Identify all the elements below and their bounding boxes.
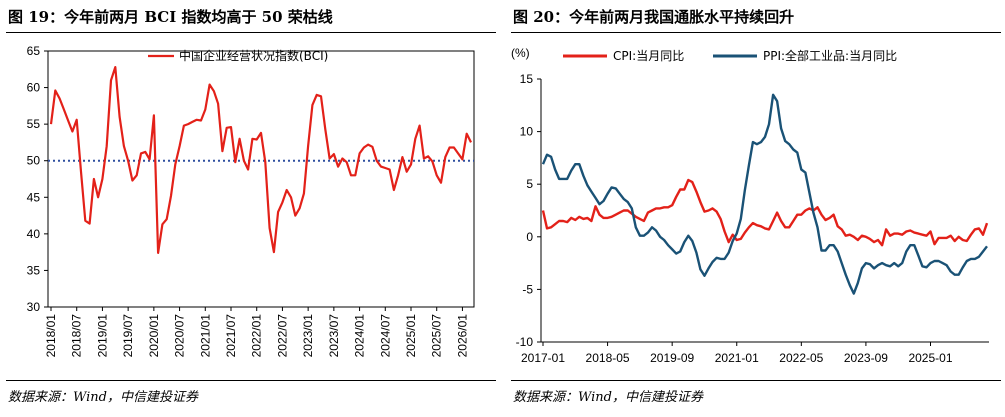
x-tick-label: 2018/01 xyxy=(44,314,58,358)
y-tick-label: 30 xyxy=(27,300,41,314)
x-tick-label: 2017-01 xyxy=(521,351,565,365)
x-tick-label: 2021-01 xyxy=(715,351,759,365)
y-tick-label: 45 xyxy=(27,190,41,204)
y-tick-label: 15 xyxy=(520,72,534,86)
x-tick-label: 2025-01 xyxy=(908,351,952,365)
series-line-ppi xyxy=(541,93,988,295)
x-tick-label: 2024/01 xyxy=(353,314,367,358)
inflation-line-chart: -10 -5 0 5 10 15 (%) 2017-01 2018-05 2019-09 2021-… xyxy=(511,46,989,365)
x-tick-label: 2023/07 xyxy=(327,314,341,358)
right-figure-title: 图 20：今年前两月我国通胀水平持续回升 xyxy=(513,8,795,26)
left-panel: 图 19：今年前两月 BCI 指数均高于 50 荣枯线 30 35 40 45 50 55… xyxy=(0,0,500,417)
x-tick-label: 2025/01 xyxy=(404,314,418,358)
left-title-rule xyxy=(6,32,496,33)
x-tick-label: 2018-05 xyxy=(586,351,630,365)
y-tick-label: 40 xyxy=(27,227,41,241)
x-tick-label: 2018/07 xyxy=(70,314,84,358)
y-tick-label: 50 xyxy=(27,154,41,168)
plot-frame xyxy=(47,50,475,308)
series-line-bci xyxy=(49,65,472,254)
y-tick-label: 55 xyxy=(27,117,41,131)
left-source-note: 数据来源：Wind，中信建投证券 xyxy=(8,390,198,405)
y-tick-label: -5 xyxy=(522,282,533,296)
x-tick-label: 2022/01 xyxy=(250,314,264,358)
x-tick-label: 2024/07 xyxy=(378,314,392,358)
y-tick-label: 0 xyxy=(526,230,533,244)
x-tick-label: 2019/07 xyxy=(121,314,135,358)
x-tick-label: 2021/01 xyxy=(198,314,212,358)
legend-label-ppi: PPI:全部工业品:当月同比 xyxy=(763,48,897,63)
x-tick-label: 2022-05 xyxy=(779,351,823,365)
x-tick-label: 2019/01 xyxy=(95,314,109,358)
right-source-rule xyxy=(511,380,1001,381)
right-title-rule xyxy=(511,32,1001,33)
legend-label-bci: 中国企业经营状况指数(BCI) xyxy=(179,48,328,63)
bci-line-chart: 30 35 40 45 50 55 60 65 2018/01 2018/07 2019/01 201… xyxy=(27,44,475,358)
y-tick-label: 5 xyxy=(526,177,533,191)
right-source-note: 数据来源：Wind，中信建投证券 xyxy=(513,390,703,405)
x-tick-label: 2019-09 xyxy=(650,351,694,365)
x-tick-label: 2025/07 xyxy=(430,314,444,358)
right-panel: 图 20：今年前两月我国通胀水平持续回升 -10 -5 0 5 10 15 (%) 2017-… xyxy=(505,0,1005,417)
y-axis-unit-label: (%) xyxy=(511,46,530,60)
x-tick-label: 2020/01 xyxy=(147,314,161,358)
y-tick-label: 65 xyxy=(27,44,41,58)
left-source-rule xyxy=(6,380,496,381)
x-tick-label: 2022/07 xyxy=(275,314,289,358)
legend-label-cpi: CPI:当月同比 xyxy=(613,49,684,63)
x-tick-label: 2020/07 xyxy=(173,314,187,358)
y-tick-label: -10 xyxy=(516,335,534,349)
y-tick-label: 35 xyxy=(27,263,41,277)
left-figure-title: 图 19：今年前两月 BCI 指数均高于 50 荣枯线 xyxy=(8,8,333,26)
series-line-cpi xyxy=(541,178,989,247)
y-tick-label: 10 xyxy=(520,125,534,139)
x-tick-label: 2023/01 xyxy=(301,314,315,358)
y-tick-label: 60 xyxy=(27,81,41,95)
x-tick-label: 2023-09 xyxy=(844,351,888,365)
x-tick-label: 2026/01 xyxy=(455,314,469,358)
x-tick-label: 2021/07 xyxy=(224,314,238,358)
